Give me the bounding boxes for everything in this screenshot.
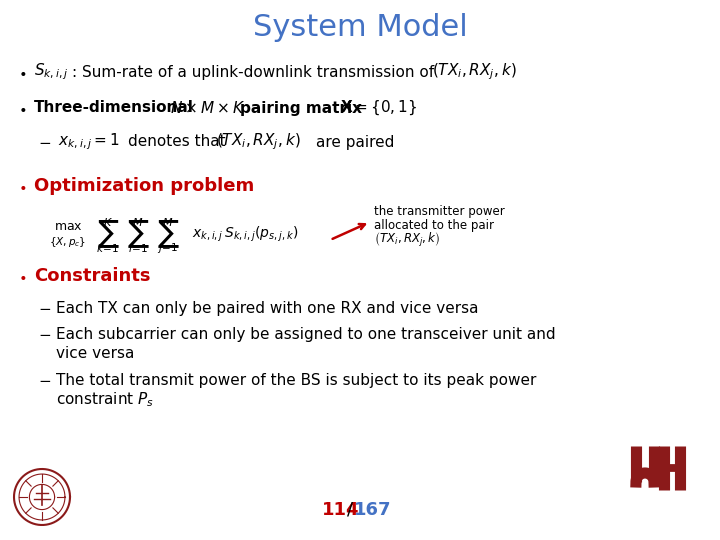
Text: $\sum$: $\sum$	[127, 218, 149, 250]
Text: $N \times M \times K$: $N \times M \times K$	[170, 100, 245, 116]
Text: $i\!=\!1$: $i\!=\!1$	[128, 242, 148, 254]
Text: $j\!=\!1$: $j\!=\!1$	[158, 241, 179, 255]
Text: $\mathbf{X} = \{0,1\}$: $\mathbf{X} = \{0,1\}$	[340, 99, 417, 117]
Text: Each subcarrier can only be assigned to one transceiver unit and: Each subcarrier can only be assigned to …	[56, 327, 556, 341]
Text: $k\!=\!1$: $k\!=\!1$	[96, 242, 120, 254]
Text: $K$: $K$	[103, 216, 113, 228]
Text: : Sum-rate of a uplink-downlink transmission of: : Sum-rate of a uplink-downlink transmis…	[72, 64, 434, 79]
Text: 114: 114	[322, 501, 359, 519]
Text: constraint $P_s$: constraint $P_s$	[56, 390, 154, 409]
Text: $\bullet$: $\bullet$	[18, 65, 27, 79]
Text: $\left(TX_i, RX_j, k\right)$: $\left(TX_i, RX_j, k\right)$	[432, 62, 517, 82]
Text: Each TX can only be paired with one RX and vice versa: Each TX can only be paired with one RX a…	[56, 300, 479, 315]
Text: are paired: are paired	[316, 134, 395, 150]
Text: $\sum$: $\sum$	[96, 218, 120, 250]
Text: $S_{k,i,j}$: $S_{k,i,j}$	[34, 62, 68, 82]
Text: pairing matrix: pairing matrix	[240, 100, 362, 116]
Text: the transmitter power: the transmitter power	[374, 206, 505, 219]
Text: $\{X,p_c\}$: $\{X,p_c\}$	[50, 235, 86, 249]
Text: $\mathrm{max}$: $\mathrm{max}$	[53, 219, 82, 233]
Text: denotes that: denotes that	[128, 134, 225, 150]
Text: $-$: $-$	[38, 327, 51, 341]
Text: $M$: $M$	[162, 216, 174, 228]
Text: Constraints: Constraints	[34, 267, 150, 285]
Text: $\left(TX_i, RX_j, k\right)$: $\left(TX_i, RX_j, k\right)$	[216, 132, 301, 152]
Text: $M$: $M$	[132, 216, 144, 228]
Text: /: /	[347, 501, 353, 519]
Text: $-$: $-$	[38, 300, 51, 315]
Text: $\left(TX_i, RX_j, k\right)$: $\left(TX_i, RX_j, k\right)$	[374, 231, 441, 249]
Text: System Model: System Model	[253, 14, 467, 43]
Text: $-$: $-$	[38, 373, 51, 388]
Text: $x_{k,i,j} = 1$: $x_{k,i,j} = 1$	[58, 132, 120, 152]
Text: $\bullet$: $\bullet$	[18, 179, 27, 193]
Text: The total transmit power of the BS is subject to its peak power: The total transmit power of the BS is su…	[56, 373, 536, 388]
Text: 167: 167	[354, 501, 392, 519]
FancyBboxPatch shape	[620, 440, 696, 500]
Text: Three-dimensional: Three-dimensional	[34, 100, 194, 116]
Text: allocated to the pair: allocated to the pair	[374, 219, 494, 233]
Text: Optimization problem: Optimization problem	[34, 177, 254, 195]
Text: $-$: $-$	[38, 134, 51, 150]
Text: $\sum$: $\sum$	[157, 218, 179, 250]
Text: $x_{k,i,j}\,S_{k,i,j}(p_{s,j,k})$: $x_{k,i,j}\,S_{k,i,j}(p_{s,j,k})$	[192, 224, 299, 244]
Text: $\bullet$: $\bullet$	[18, 101, 27, 115]
Text: $\bullet$: $\bullet$	[18, 269, 27, 283]
Text: vice versa: vice versa	[56, 347, 135, 361]
